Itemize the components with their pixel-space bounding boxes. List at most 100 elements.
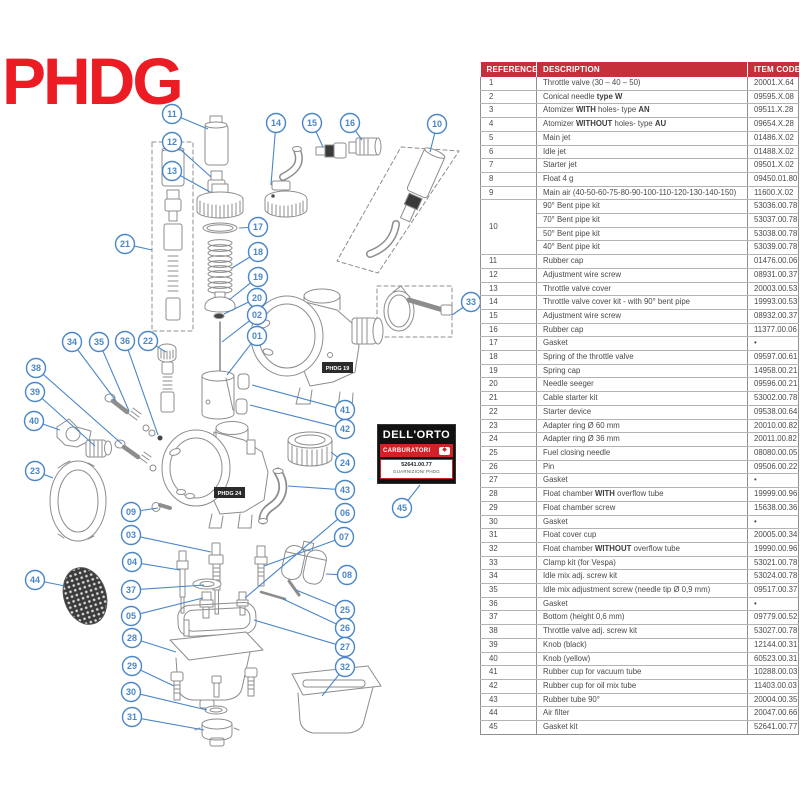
cell-reference: 38 bbox=[480, 624, 537, 639]
cell-reference: 14 bbox=[480, 295, 537, 310]
brand-band: CARBURATORI ◆ bbox=[380, 444, 453, 457]
table-row: 19 Spring cap 14958.00.21 bbox=[480, 364, 799, 379]
cell-itemcode: 09511.X.28 bbox=[747, 103, 799, 119]
svg-text:28: 28 bbox=[127, 633, 137, 643]
page-title: PHDG bbox=[2, 44, 184, 118]
part-main-jet bbox=[199, 591, 214, 619]
callout-18: 18 bbox=[231, 241, 269, 269]
table-row: 4 Atomizer WITHOUT holes- type AU 09654.X.… bbox=[480, 117, 799, 132]
callout-04: 04 bbox=[121, 551, 181, 573]
svg-text:41: 41 bbox=[340, 405, 350, 415]
cell-itemcode: 52641.00.77 bbox=[747, 720, 799, 735]
cell-description: Adjustment wire screw bbox=[536, 268, 748, 283]
part-rubber-cap-2 bbox=[348, 137, 382, 156]
brand-band-label: CARBURATORI bbox=[383, 447, 431, 454]
cell-reference: 10 bbox=[480, 199, 537, 256]
part-needle-seeger bbox=[213, 313, 225, 319]
cell-reference: 26 bbox=[480, 460, 537, 475]
svg-text:36: 36 bbox=[120, 336, 130, 346]
cell-reference: 28 bbox=[480, 487, 537, 502]
svg-text:21: 21 bbox=[120, 239, 130, 249]
table-row: 12 Adjustment wire screw 08931.00.37 bbox=[480, 268, 799, 283]
part-adjustment-screw-2 bbox=[315, 142, 347, 159]
cell-description: Rubber tube 90° bbox=[536, 693, 748, 708]
cell-reference: 24 bbox=[480, 432, 537, 447]
cell-description: Gasket bbox=[536, 336, 748, 352]
svg-text:25: 25 bbox=[340, 605, 350, 615]
table-row: 33 Clamp kit (for Vespa) 53021.00.78 bbox=[480, 556, 799, 571]
cell-description: Spring of the throttle valve bbox=[536, 350, 748, 365]
cell-description: Main jet bbox=[536, 131, 748, 146]
table-row: 27 Gasket • bbox=[480, 473, 799, 489]
table-row: 20 Needle seeger 09596.00.21 bbox=[480, 377, 799, 393]
callout-16: 16 bbox=[339, 112, 363, 141]
part-throttle-valve bbox=[201, 370, 235, 420]
cell-itemcode: 09597.00.61 bbox=[747, 350, 799, 365]
part-choke-lever-knobs bbox=[56, 418, 112, 458]
cell-description: Conical needle type W bbox=[536, 90, 748, 105]
part-throttle-adj-screws bbox=[114, 439, 157, 472]
cell-itemcode: 53024.00.78 bbox=[747, 569, 799, 585]
svg-text:32: 32 bbox=[340, 662, 350, 672]
part-cover-kit-bent-pipe bbox=[264, 146, 308, 218]
table-row: 17 Gasket • bbox=[480, 336, 799, 352]
part-bent-pipe-kit bbox=[336, 146, 460, 274]
cell-itemcode: 53036.00.78 bbox=[747, 199, 799, 215]
cell-description: Fuel closing needle bbox=[536, 446, 748, 461]
cell-description: Knob (black) bbox=[536, 638, 748, 653]
part-idle-jet bbox=[236, 591, 249, 616]
table-row: 26 Pin 09506.00.22 bbox=[480, 460, 799, 475]
cell-reference: 19 bbox=[480, 364, 537, 379]
callout-15: 15 bbox=[301, 112, 324, 148]
svg-text:01: 01 bbox=[252, 331, 262, 341]
callout-24: 24 bbox=[330, 451, 356, 474]
brand-plate: DELL'ORTO CARBURATORI ◆ 52641.00.77 GUAR… bbox=[377, 424, 456, 484]
part-air-filter bbox=[62, 567, 108, 625]
svg-text:19: 19 bbox=[253, 272, 263, 282]
cell-reference: 12 bbox=[480, 268, 537, 283]
callout-22: 22 bbox=[137, 330, 167, 353]
brand-name: DELL'ORTO bbox=[382, 429, 451, 441]
svg-text:34: 34 bbox=[67, 337, 77, 347]
cell-description: Throttle valve (30 – 40 – 50) bbox=[536, 77, 748, 91]
callout-13: 13 bbox=[161, 160, 211, 193]
cell-itemcode: 09450.01.80 bbox=[747, 172, 799, 187]
cell-reference: 36 bbox=[480, 597, 537, 612]
part-idle-mix-screws bbox=[104, 393, 163, 441]
part-fuel-needle bbox=[287, 579, 301, 597]
cell-itemcode: 08080.00.05 bbox=[747, 446, 799, 461]
callout-17: 17 bbox=[238, 216, 269, 238]
svg-text:18: 18 bbox=[253, 247, 263, 257]
cell-itemcode: 11377.00.06 bbox=[747, 323, 799, 338]
svg-text:02: 02 bbox=[252, 310, 262, 320]
cell-itemcode: • bbox=[747, 473, 799, 489]
table-row: 11 Rubber cap 01476.00.06 bbox=[480, 254, 799, 269]
cell-description: Throttle valve cover kit - with 90° bent… bbox=[536, 295, 748, 310]
cell-itemcode: 53002.00.78 bbox=[747, 391, 799, 406]
svg-text:04: 04 bbox=[127, 557, 137, 567]
cell-description: Rubber cup for vacuum tube bbox=[536, 665, 748, 680]
cell-description: Starter device bbox=[536, 405, 748, 420]
cell-itemcode: 09595.X.08 bbox=[747, 90, 799, 105]
table-row: 6 Idle jet 01488.X.02 bbox=[480, 145, 799, 160]
part-rubber-cap bbox=[204, 115, 229, 166]
table-row: 30 Gasket • bbox=[480, 515, 799, 530]
cell-description: Float cover cup bbox=[536, 528, 748, 543]
column-header-reference: REFERENCE bbox=[480, 62, 537, 77]
callout-23: 23 bbox=[24, 460, 54, 482]
table-row: 45 Gasket kit 52641.00.77 bbox=[480, 720, 799, 735]
cell-description: Pin bbox=[536, 460, 748, 475]
brand-code: 52641.00.77 bbox=[401, 462, 432, 468]
table-row: 24 Adapter ring Ø 36 mm 20011.00.82 bbox=[480, 432, 799, 447]
cell-itemcode: 60523.00.31 bbox=[747, 652, 799, 667]
callout-03: 03 bbox=[120, 524, 212, 553]
cell-itemcode: 09517.00.37 bbox=[747, 583, 799, 598]
parts-table-body: 1 Throttle valve (30 – 40 – 50) 20001.X.64… bbox=[480, 77, 799, 735]
svg-text:09: 09 bbox=[126, 507, 136, 517]
cell-description: Throttle valve adj. screw kit bbox=[536, 624, 748, 639]
svg-text:39: 39 bbox=[30, 387, 40, 397]
cell-reference: 32 bbox=[480, 542, 537, 557]
column-header-itemcode: ITEM CODE bbox=[747, 62, 800, 77]
table-row: 18 Spring of the throttle valve 09597.00.6… bbox=[480, 350, 799, 365]
callout-05: 05 bbox=[120, 597, 204, 627]
